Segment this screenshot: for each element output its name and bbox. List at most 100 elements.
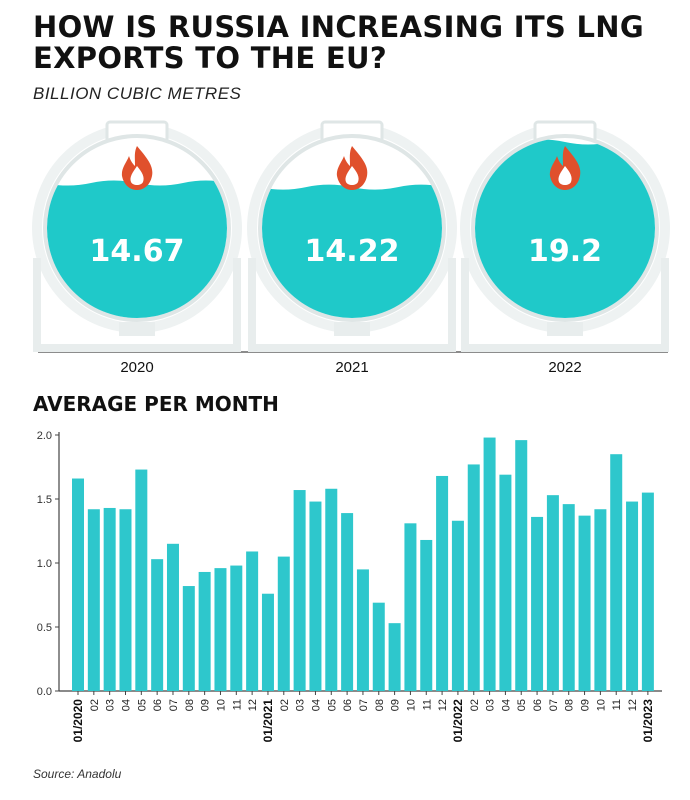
x-tick-label: 02 (469, 699, 481, 711)
bar (325, 488, 338, 691)
x-tick-label: 05 (136, 699, 148, 711)
bar (594, 509, 607, 691)
bar (626, 501, 639, 691)
y-tick-label: 1.0 (37, 558, 52, 570)
bar (87, 509, 100, 691)
bar (451, 520, 464, 691)
x-tick-label: 05 (326, 699, 338, 711)
tank-value-label: 14.22 (305, 234, 400, 269)
bar (277, 556, 290, 691)
tank-foot (547, 322, 583, 336)
x-tick-label: 06 (152, 699, 164, 711)
bar (641, 492, 654, 691)
bar (562, 504, 575, 691)
x-tick-label: 03 (105, 699, 117, 711)
x-tick-label: 09 (200, 699, 212, 711)
bar (404, 523, 417, 691)
bar (467, 464, 480, 691)
bar (166, 543, 179, 691)
bar (119, 509, 132, 691)
flame-icon (549, 146, 581, 190)
x-tick-label: 01/2021 (261, 699, 275, 743)
bar (341, 513, 354, 691)
x-tick-label: 12 (627, 699, 639, 711)
x-tick-label: 10 (215, 699, 227, 711)
flame-icon (336, 146, 368, 190)
bar (103, 507, 116, 691)
x-tick-label: 07 (548, 699, 560, 711)
bar (309, 501, 322, 691)
bar (356, 569, 369, 691)
bar (135, 469, 148, 691)
x-tick-label: 09 (580, 699, 592, 711)
x-tick-label: 10 (595, 699, 607, 711)
x-tick-label: 06 (342, 699, 354, 711)
x-tick-label: 03 (295, 699, 307, 711)
tank-foot (334, 322, 370, 336)
tank-2020: 14.67 (32, 120, 242, 352)
y-tick-label: 2.0 (37, 430, 52, 442)
bar (420, 539, 433, 691)
x-tick-label: 04 (120, 699, 132, 711)
x-tick-label: 07 (358, 699, 370, 711)
bar (261, 593, 274, 691)
x-tick-label: 10 (405, 699, 417, 711)
x-tick-label: 08 (374, 699, 386, 711)
bar (214, 568, 227, 691)
tank-value-label: 19.2 (528, 234, 602, 269)
x-tick-label: 01/2020 (71, 699, 85, 743)
y-tick-label: 0.0 (37, 686, 52, 698)
x-tick-label: 12 (437, 699, 449, 711)
bar (610, 454, 623, 691)
bar (578, 515, 591, 691)
x-tick-label: 03 (485, 699, 497, 711)
x-tick-label: 12 (247, 699, 259, 711)
tank-year-label: 2022 (548, 359, 581, 376)
bar (531, 516, 544, 691)
bar (182, 586, 195, 691)
bar (388, 623, 401, 691)
source-note: Source: Anadolu (33, 767, 122, 781)
tank-liquid (475, 139, 655, 318)
bar (515, 440, 528, 691)
bar (483, 437, 496, 691)
y-tick-label: 1.5 (37, 494, 52, 506)
bar (151, 559, 164, 691)
bar (436, 475, 449, 691)
y-tick-label: 0.5 (37, 622, 52, 634)
x-tick-label: 08 (564, 699, 576, 711)
tank-liquid (262, 184, 442, 318)
x-tick-label: 01/2023 (641, 699, 655, 743)
flame-icon (121, 146, 153, 190)
x-tick-label: 09 (390, 699, 402, 711)
x-tick-label: 05 (516, 699, 528, 711)
tank-chart: 14.67 2020 14.22 2021 19.2 2022 (32, 120, 670, 376)
tank-value-label: 14.67 (90, 234, 185, 269)
tank-stand (248, 258, 456, 352)
bar (372, 602, 385, 691)
x-tick-label: 02 (279, 699, 291, 711)
bar (546, 495, 559, 691)
chart-title: HOW IS RUSSIA INCREASING ITS LNG EXPORTS… (33, 10, 644, 75)
bar (230, 565, 243, 691)
x-tick-label: 04 (310, 699, 322, 711)
x-tick-label: 11 (421, 699, 433, 710)
chart-subtitle: BILLION CUBIC METRES (33, 84, 242, 103)
bar-chart: 0.00.51.01.52.001/2020 02 03 04 05 06 07 08 09 10… (37, 430, 662, 743)
x-tick-label: 02 (89, 699, 101, 711)
section-title: AVERAGE PER MONTH (33, 392, 279, 416)
x-tick-label: 11 (611, 699, 623, 710)
bar (198, 571, 211, 691)
bar (499, 474, 512, 691)
bar (72, 478, 84, 691)
tank-stand (33, 258, 241, 352)
x-tick-label: 01/2022 (451, 699, 465, 743)
x-tick-label: 06 (532, 699, 544, 711)
x-tick-label: 04 (500, 699, 512, 711)
x-tick-label: 08 (184, 699, 196, 711)
tank-year-label: 2020 (120, 359, 153, 376)
bar (246, 551, 259, 691)
x-tick-label: 07 (168, 699, 180, 711)
tank-stand (461, 258, 669, 352)
tank-2022: 19.2 (460, 120, 670, 352)
